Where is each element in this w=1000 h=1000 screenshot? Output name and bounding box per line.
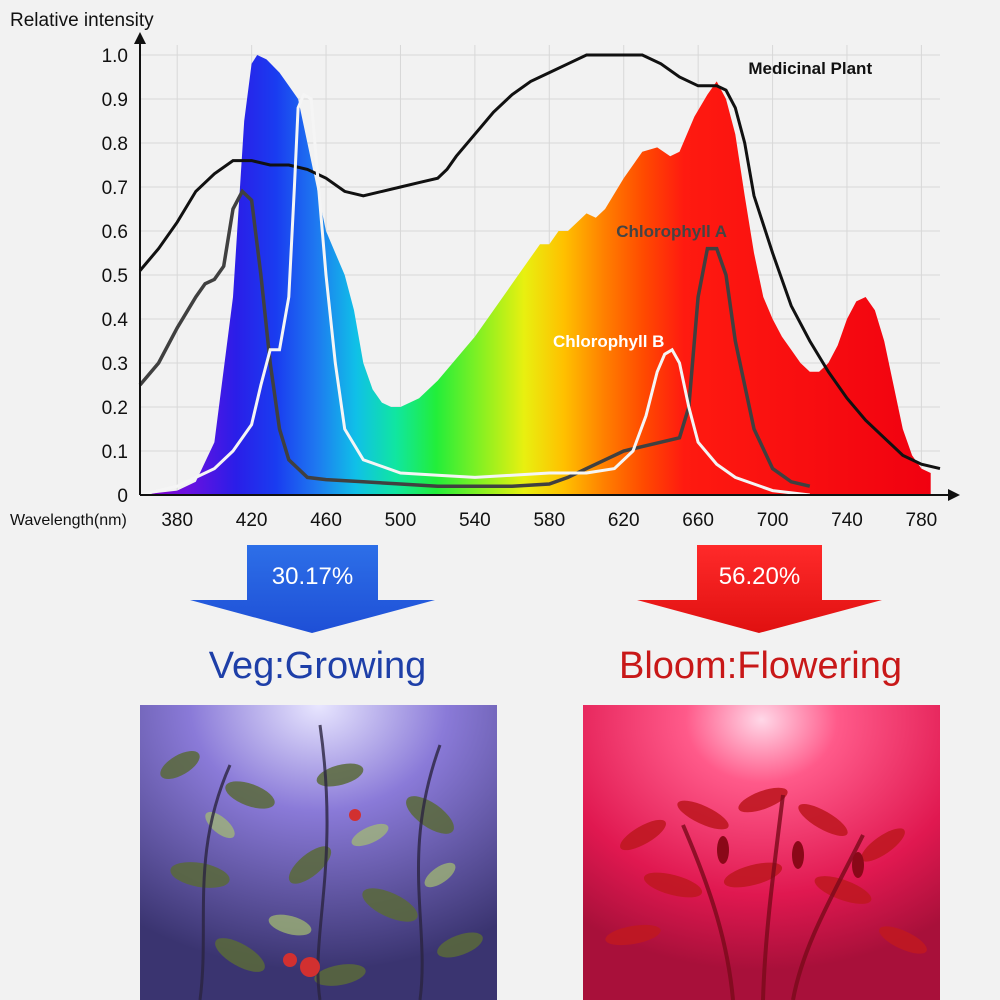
y-tick-label: 0 [117,486,128,507]
annotations: Medicinal Plant Chlorophyll A Chlorophyll … [553,59,872,351]
y-tick-label: 0.3 [102,354,128,375]
series-annotation: Medicinal Plant [748,59,872,78]
x-tick-label: 500 [385,510,417,531]
y-tick-label: 0.7 [102,178,128,199]
y-tick-label: 1.0 [102,46,128,67]
x-tick-label: 460 [310,510,342,531]
y-tick-label: 0.6 [102,222,128,243]
x-tick-labels: 380 420 460 500 540 580 620 660 700 740 780 [161,510,937,531]
y-tick-label: 0.2 [102,398,128,419]
series-annotation: Chlorophyll B [553,332,664,351]
y-axis-title: Relative intensity [10,10,154,31]
x-tick-label: 580 [533,510,565,531]
series-annotation: Chlorophyll A [616,222,727,241]
series-chlorophyll-b [139,92,810,497]
x-axis-arrow [948,489,960,501]
y-tick-label: 0.1 [102,442,128,463]
bloom-label: Bloom:Flowering [619,645,902,687]
bloom-plant-photo [583,705,940,1000]
axes [134,32,960,501]
y-tick-label: 0.5 [102,266,128,287]
y-tick-labels: 0 0.1 0.2 0.3 0.4 0.5 0.6 0.7 0.8 0.9 1.0 [102,46,129,507]
bloom-percent: 56.20% [718,563,801,590]
veg-percent: 30.17% [271,563,354,590]
x-tick-label: 700 [757,510,789,531]
y-axis-arrow [134,32,146,44]
series-chlorophyll-a [138,188,811,488]
x-axis-title: Wavelength(nm) [10,512,127,529]
veg-plant-photo [140,705,497,1000]
x-tick-label: 660 [682,510,714,531]
x-tick-label: 780 [906,510,938,531]
x-tick-label: 740 [831,510,863,531]
y-tick-label: 0.9 [102,90,128,111]
y-tick-label: 0.8 [102,134,128,155]
bloom-arrow: 56.20% [637,545,882,635]
x-tick-label: 420 [236,510,268,531]
veg-arrow: 30.17% [190,545,435,635]
x-tick-label: 620 [608,510,640,531]
x-tick-label: 540 [459,510,491,531]
spectrum-chart: 0 0.1 0.2 0.3 0.4 0.5 0.6 0.7 0.8 0.9 1.0 380 420 46… [10,10,960,531]
veg-label: Veg:Growing [208,645,427,687]
y-tick-label: 0.4 [102,310,129,331]
series-medicinal-plant [138,53,941,471]
x-tick-label: 380 [161,510,193,531]
